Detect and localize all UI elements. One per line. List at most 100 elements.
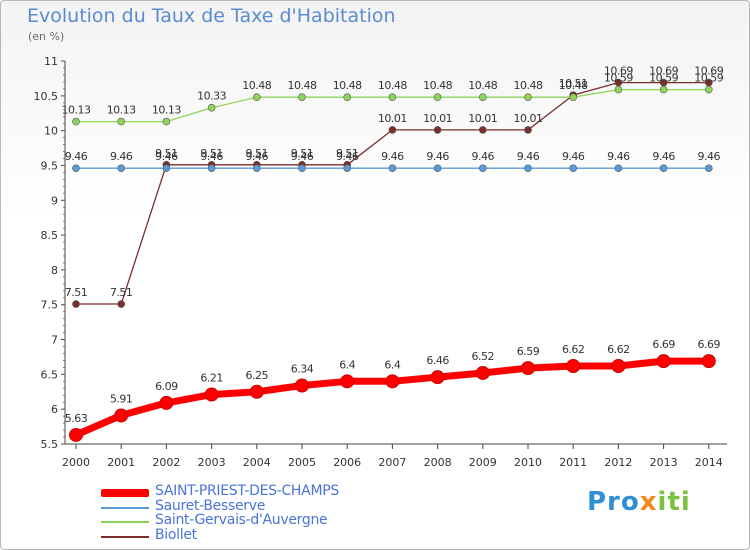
data-label: 10.01 [423, 112, 452, 125]
data-point [340, 374, 355, 389]
data-point [162, 117, 171, 126]
data-point [343, 164, 352, 173]
y-tick-label: 6 [51, 403, 58, 416]
x-tick-label: 2010 [514, 456, 542, 469]
data-label: 10.59 [694, 72, 723, 85]
legend-label: Biollet [155, 526, 197, 543]
data-point [521, 361, 535, 376]
x-tick-label: 2001 [107, 456, 135, 469]
data-label: 10.48 [559, 79, 588, 92]
data-label: 10.48 [378, 79, 407, 92]
data-point [159, 395, 174, 410]
unit-label: (en %) [28, 30, 65, 43]
data-label: 9.46 [517, 150, 540, 163]
y-tick-label: 9 [51, 194, 58, 207]
data-label: 9.46 [562, 150, 585, 163]
data-label: 10.69 [604, 65, 633, 78]
axes: 5.5 6 6.5 7 7.5 8 8.5 9 9.5 10 10.5 11 2000 2001 2002 2… [34, 55, 727, 469]
data-label: 7.51 [65, 286, 88, 299]
data-point [72, 164, 80, 173]
data-label: 6.34 [291, 363, 314, 376]
x-tick-label: 2005 [288, 456, 316, 469]
data-label: 6.62 [562, 343, 585, 356]
data-point [253, 93, 261, 102]
data-label: 9.46 [698, 150, 721, 163]
y-tick-label: 7.5 [41, 299, 59, 312]
data-point [433, 126, 442, 134]
data-label: 6.4 [384, 358, 400, 371]
data-label: 10.59 [604, 72, 633, 85]
y-tick-label: 10.5 [34, 90, 59, 103]
y-tick-label: 6.5 [41, 368, 59, 381]
legend-swatch [101, 489, 149, 497]
data-point [524, 93, 532, 102]
data-point [478, 126, 487, 134]
data-label: 9.51 [336, 147, 359, 160]
data-point [656, 354, 671, 369]
series-labels: 7.51 7.51 9.51 9.51 9.51 9.51 9.51 10.01 10.01 10… [62, 65, 725, 425]
data-point [298, 93, 306, 102]
data-label: 9.51 [200, 147, 223, 160]
data-point [659, 85, 668, 94]
data-point [478, 164, 487, 173]
data-label: 9.46 [381, 150, 404, 163]
x-tick-label: 2012 [604, 456, 632, 469]
data-label: 10.48 [242, 79, 271, 92]
y-tick-label: 10 [44, 125, 58, 138]
legend-swatch [101, 535, 149, 538]
data-point [298, 164, 306, 173]
data-point [388, 126, 397, 134]
data-label: 9.46 [652, 150, 675, 163]
data-label: 9.46 [110, 150, 133, 163]
data-point [566, 359, 581, 374]
y-tick-label: 9.5 [41, 159, 59, 172]
data-label: 6.69 [652, 338, 675, 351]
y-tick-label: 8 [51, 264, 58, 277]
data-label: 6.52 [472, 350, 495, 363]
data-point [478, 93, 487, 102]
data-label: 5.63 [65, 412, 88, 425]
data-label: 6.69 [698, 338, 721, 351]
data-label: 6.21 [200, 372, 223, 385]
data-point [117, 300, 125, 308]
data-point [253, 164, 261, 173]
data-label: 6.09 [155, 380, 178, 393]
data-label: 9.51 [291, 147, 314, 160]
chart-title: Evolution du Taux de Taxe d'Habitation [27, 5, 396, 27]
data-point [433, 164, 442, 173]
data-label: 10.13 [62, 104, 91, 117]
data-point [388, 164, 397, 173]
data-label: 10.48 [333, 79, 362, 92]
legend-swatch [101, 506, 149, 509]
series-points [69, 78, 716, 442]
data-point [69, 427, 83, 442]
data-point [114, 408, 129, 423]
data-point [611, 359, 626, 374]
data-label: 9.46 [65, 150, 88, 163]
data-label: 6.25 [246, 369, 269, 382]
data-point [433, 93, 442, 102]
x-tick-label: 2006 [333, 456, 361, 469]
x-tick-label: 2004 [243, 456, 271, 469]
x-tick-label: 2009 [469, 456, 497, 469]
data-label: 9.51 [155, 147, 178, 160]
data-label: 10.69 [694, 65, 723, 78]
data-label: 10.48 [468, 79, 497, 92]
data-point [704, 85, 713, 94]
x-tick-label: 2007 [378, 456, 406, 469]
data-point [249, 384, 264, 399]
data-point [569, 164, 578, 173]
y-tick-label: 5.5 [41, 438, 59, 451]
y-tick-label: 8.5 [41, 229, 59, 242]
data-point [701, 354, 716, 369]
data-label: 6.59 [517, 345, 540, 358]
logo-part: Pro [587, 487, 640, 517]
data-label: 10.48 [514, 79, 543, 92]
logo-part: x [639, 487, 658, 517]
data-label: 10.69 [649, 65, 678, 78]
x-tick-label: 2000 [62, 456, 90, 469]
data-point [659, 164, 668, 173]
legend-label: Sauret-Besserve [155, 497, 266, 514]
data-point [72, 300, 80, 308]
data-point [295, 378, 309, 393]
